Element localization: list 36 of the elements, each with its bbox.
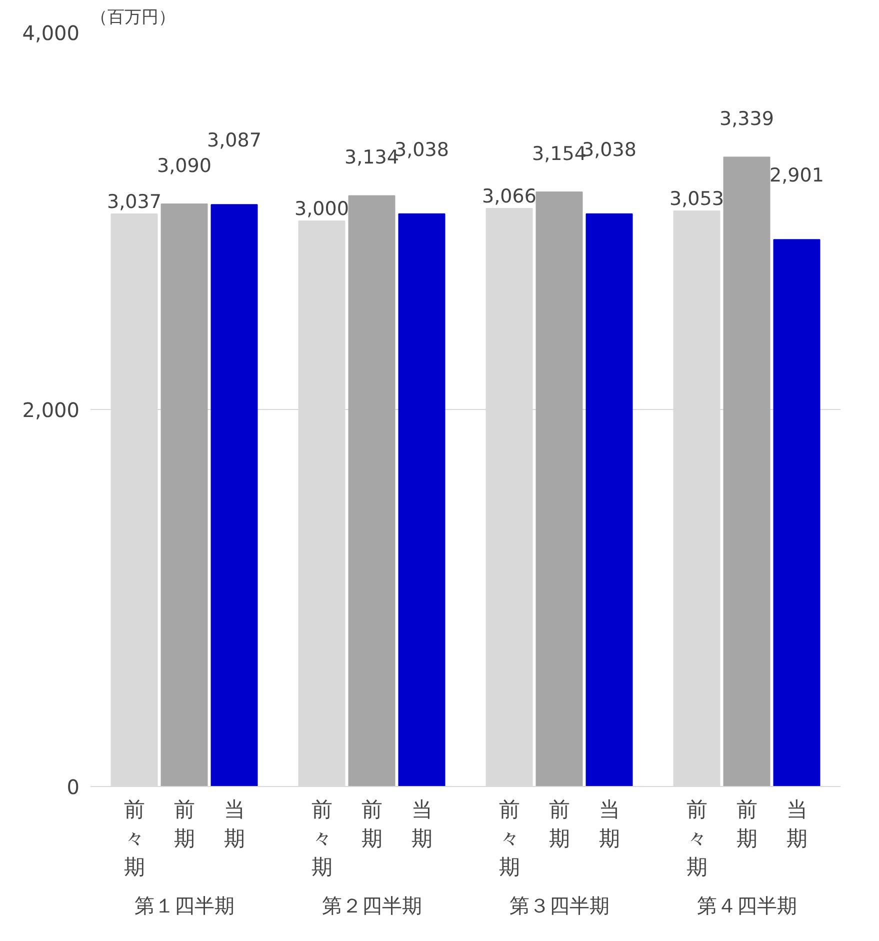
bar (536, 191, 583, 786)
bar (210, 204, 258, 786)
bar (398, 213, 446, 786)
bar (586, 213, 633, 786)
series-label: 前々期 (124, 798, 145, 880)
data-label: 3,037 (107, 191, 162, 214)
data-label: 3,339 (720, 108, 774, 130)
y-tick-label: 4,000 (22, 21, 80, 45)
data-label: 3,053 (670, 188, 724, 210)
text: 当期 (786, 798, 808, 850)
text: 当期 (411, 798, 432, 850)
text: 前期 (548, 798, 570, 850)
data-label: 3,090 (157, 155, 212, 178)
text: 前々期 (498, 798, 520, 880)
data-label: 2,901 (770, 164, 824, 187)
text: 前々期 (311, 798, 332, 880)
bar (348, 195, 396, 786)
data-label: 3,000 (294, 198, 349, 220)
series-label: 前期 (174, 798, 195, 850)
x-tick-label: 第４四半期 (696, 894, 797, 918)
y-tick-label: 2,000 (22, 398, 80, 422)
bar (723, 156, 770, 786)
bar (160, 204, 208, 786)
y-axis-title: （百万円） (90, 8, 176, 28)
x-tick-label: 第３四半期 (509, 894, 610, 918)
x-tick-label: 第１四半期 (134, 894, 234, 918)
data-label: 3,066 (482, 186, 536, 208)
text: 前々期 (686, 798, 708, 880)
data-label: 3,087 (207, 130, 262, 152)
text: 当期 (598, 798, 620, 850)
y-tick-label: 0 (66, 775, 80, 799)
text: 前期 (736, 798, 758, 850)
series-label: 当期 (224, 798, 245, 850)
x-tick-label: 第２四半期 (322, 894, 422, 918)
bar (773, 239, 820, 786)
text: 前期 (361, 798, 382, 850)
